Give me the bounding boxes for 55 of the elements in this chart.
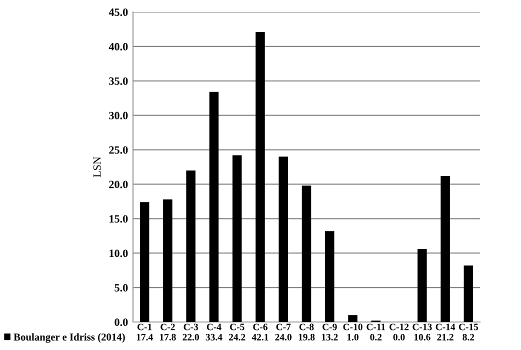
y-tick-label: 5.0 — [114, 284, 128, 292]
x-tick-label: C-3 — [184, 324, 198, 330]
bar — [440, 176, 450, 322]
x-tick-label: C-7 — [276, 324, 291, 330]
x-tick-label: C-6 — [253, 324, 268, 330]
bar — [302, 186, 312, 322]
data-label: 17.8 — [160, 334, 176, 340]
bar — [278, 156, 288, 322]
x-tick-label: C-11 — [366, 324, 386, 330]
y-tick-label: 25.0 — [109, 146, 128, 154]
data-label: 8.2 — [462, 334, 474, 340]
x-tick-label: C-13 — [412, 324, 432, 330]
y-axis-title: LSN — [93, 156, 101, 178]
x-tick-label: C-5 — [230, 324, 244, 330]
x-tick-label: C-14 — [436, 324, 456, 330]
legend-label: Boulanger e Idriss (2014) — [14, 333, 125, 343]
x-tick-label: C-15 — [458, 324, 478, 330]
x-tick-label: C-2 — [160, 324, 175, 330]
data-label: 33.4 — [206, 334, 222, 340]
x-tick-label: C-1 — [137, 324, 152, 330]
bar — [464, 266, 474, 322]
x-tick-label: C-10 — [343, 324, 362, 330]
x-tick-label: C-9 — [322, 324, 337, 330]
bar — [232, 155, 242, 322]
data-label: 10.6 — [414, 334, 430, 340]
data-label: 1.0 — [347, 334, 358, 340]
y-tick-label: 10.0 — [110, 250, 128, 258]
x-tick-label: C-4 — [206, 324, 222, 330]
bar — [256, 32, 265, 322]
data-label: 13.2 — [322, 334, 338, 340]
data-label: 19.8 — [298, 334, 315, 340]
bar — [348, 315, 358, 322]
bar — [325, 231, 334, 322]
y-tick-label: 20.0 — [109, 180, 128, 188]
bar — [418, 248, 427, 322]
data-label: 42.1 — [252, 334, 268, 340]
y-tick-label: 0.0 — [114, 318, 128, 326]
data-label: 0.0 — [393, 334, 405, 340]
x-tick-label: C-12 — [390, 324, 409, 330]
y-tick-label: 30.0 — [109, 112, 128, 120]
x-tick-label: C-8 — [299, 324, 314, 330]
data-label: 24.2 — [229, 334, 246, 340]
data-label: 22.0 — [182, 334, 199, 340]
y-tick-label: 15.0 — [110, 215, 128, 223]
y-tick-label: 45.0 — [108, 8, 128, 16]
bar — [140, 202, 150, 322]
bar — [163, 199, 172, 322]
data-label: 0.2 — [370, 334, 382, 340]
data-label: 24.0 — [275, 334, 292, 340]
bar — [186, 170, 196, 322]
y-tick-label: 40.0 — [108, 42, 128, 50]
bar — [209, 92, 219, 322]
data-label: 17.4 — [136, 334, 153, 340]
y-tick-label: 35.0 — [109, 77, 128, 85]
data-label: 21.2 — [437, 334, 454, 340]
